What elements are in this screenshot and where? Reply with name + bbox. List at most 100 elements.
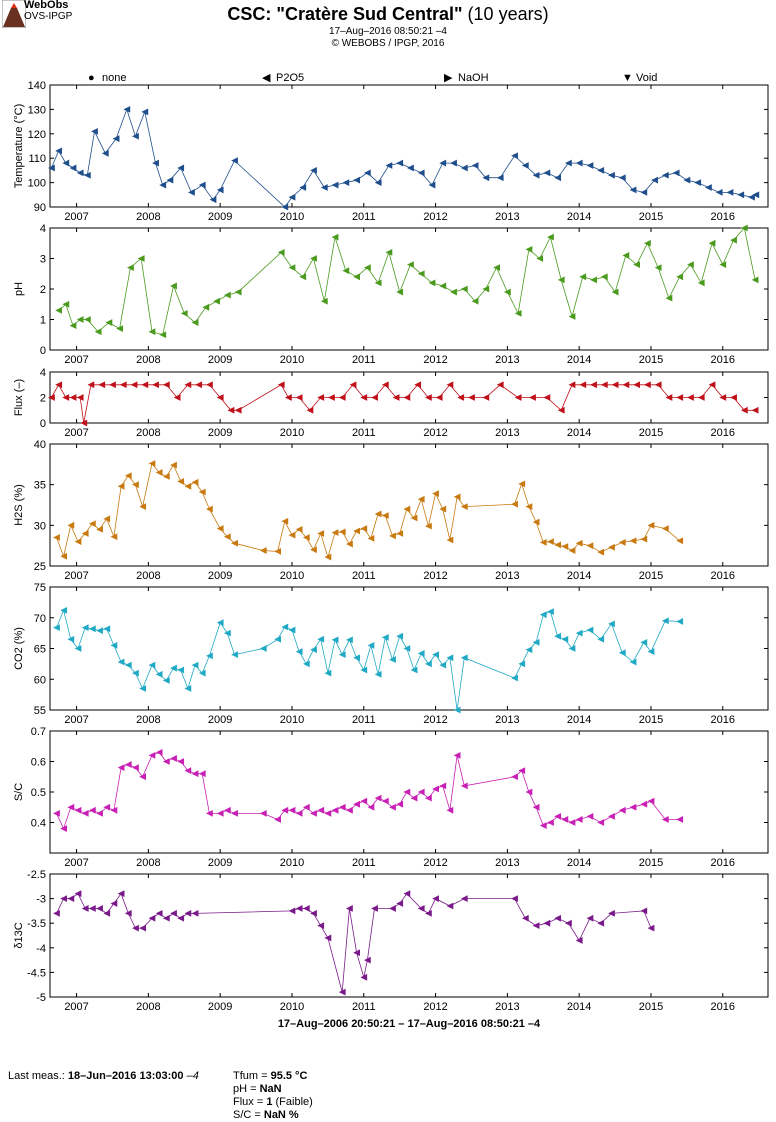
data-point (277, 249, 285, 256)
data-point (647, 924, 655, 932)
last-meas-label: Last meas.: (8, 1070, 68, 1082)
data-point (676, 273, 684, 281)
chart-title-bold: CSC: "Cratère Sud Central" (227, 4, 462, 24)
x-tick-label: 2010 (280, 211, 304, 223)
data-point (302, 660, 310, 668)
data-point (511, 674, 518, 682)
data-point (112, 135, 120, 143)
data-point (367, 803, 375, 811)
data-point (633, 261, 641, 268)
data-point (302, 803, 310, 811)
x-tick-label: 2008 (136, 354, 160, 366)
data-point (575, 629, 583, 637)
data-point (216, 619, 224, 627)
data-point (166, 176, 174, 184)
x-tick-label: 2011 (352, 857, 376, 869)
data-point (564, 919, 572, 927)
data-point (148, 914, 156, 922)
data-point (60, 825, 68, 832)
data-point (227, 406, 235, 414)
data-point (191, 770, 199, 778)
series-line (51, 108, 756, 208)
data-point (608, 909, 615, 917)
data-point (132, 132, 139, 140)
data-point (132, 764, 139, 771)
data-point (661, 525, 669, 532)
data-point (532, 803, 540, 811)
data-point (141, 381, 149, 389)
data-point (76, 169, 84, 177)
data-point (694, 179, 702, 186)
data-point (752, 191, 760, 199)
data-point (148, 328, 156, 336)
x-tick-label: 2013 (495, 857, 519, 869)
data-point (439, 505, 447, 513)
data-point (676, 394, 684, 401)
data-point (284, 394, 292, 401)
data-point (493, 264, 500, 272)
data-point (374, 794, 382, 802)
data-point (74, 806, 82, 814)
panel-frame (49, 227, 769, 351)
data-point (88, 905, 96, 912)
data-point (511, 895, 518, 902)
data-point (184, 381, 192, 389)
x-tick-label: 2015 (639, 427, 663, 439)
data-point (525, 503, 533, 511)
data-point (53, 909, 60, 917)
legend-label: none (102, 72, 126, 84)
data-point (124, 761, 132, 768)
data-point (360, 973, 368, 981)
last-measurement: Last meas.: 18–Jun–2016 13:03:00 –4 (8, 1070, 199, 1083)
data-point (103, 515, 111, 523)
data-point (191, 661, 199, 669)
data-point (338, 528, 346, 536)
data-point (98, 381, 106, 389)
x-tick-label: 2007 (64, 857, 88, 869)
panel-sc: 0.4 0.5 0.6 0.7 2007 2008 2009 2010 2011 2012 2013… (13, 726, 769, 869)
data-point (640, 907, 648, 915)
data-point (539, 539, 547, 546)
legend-entry: ▶ NaOH (444, 72, 489, 84)
y-axis-label: H2S (%) (13, 484, 25, 526)
x-tick-label: 2007 (64, 1001, 88, 1013)
data-point (177, 758, 185, 765)
data-point (539, 611, 547, 619)
data-point (439, 661, 447, 669)
data-point (324, 809, 332, 817)
data-point (389, 532, 396, 540)
legend-symbol: ▼ (622, 72, 633, 84)
data-point (88, 625, 96, 633)
data-point (60, 606, 68, 614)
data-point (697, 279, 705, 287)
data-point (543, 919, 551, 927)
data-point (117, 482, 125, 490)
data-point (654, 381, 662, 389)
panel-flux: 0 2 4 2007 2008 2009 2010 2011 2012 2013 2014 2015 2… (13, 367, 769, 439)
data-point (234, 406, 242, 414)
data-point (600, 381, 608, 389)
data-point (110, 533, 118, 541)
data-point (554, 813, 562, 820)
data-point (568, 313, 576, 320)
data-point (597, 919, 605, 927)
x-tick-label: 2010 (280, 354, 304, 366)
data-point (216, 525, 224, 532)
flux-note: (Faible) (272, 1096, 313, 1108)
x-axis-caption: 17–Aug–2006 20:50:21 – 17–Aug–2016 08:50… (278, 1018, 541, 1030)
data-point (155, 469, 163, 476)
data-point (96, 526, 103, 533)
data-point (259, 645, 267, 652)
data-point (543, 169, 551, 177)
data-point (152, 381, 159, 389)
data-point (661, 171, 669, 179)
y-tick-label: -3.5 (27, 918, 46, 930)
data-point (529, 394, 536, 401)
data-point (360, 666, 368, 674)
data-point (460, 895, 468, 902)
data-point (525, 646, 533, 654)
data-point (346, 636, 353, 644)
data-point (590, 381, 597, 389)
data-point (640, 535, 648, 543)
